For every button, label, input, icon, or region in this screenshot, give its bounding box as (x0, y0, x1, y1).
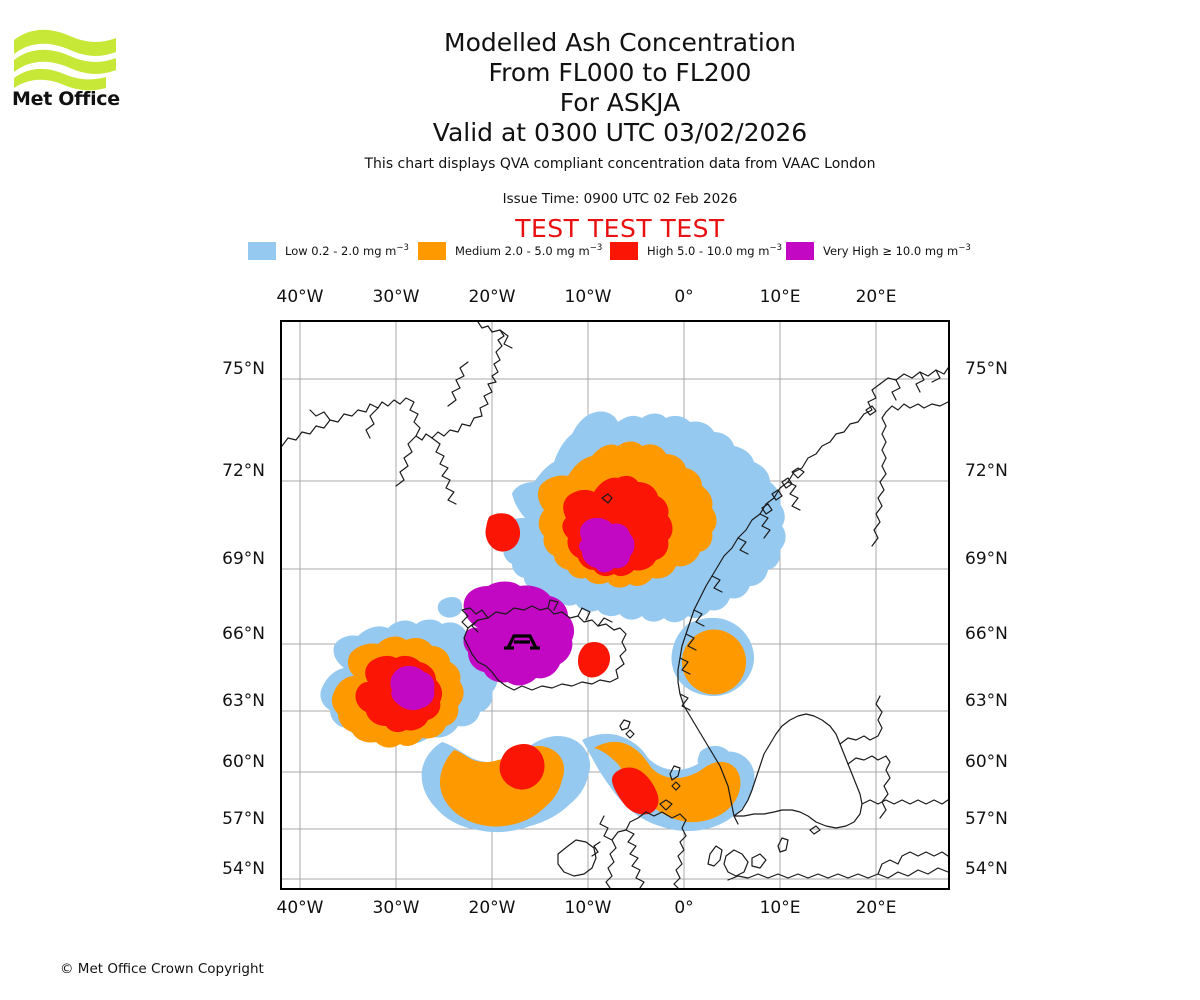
y-tick-label-left-63: 63°N (222, 691, 265, 711)
page-title: Modelled Ash Concentration (444, 28, 796, 57)
y-tick-label-left-72: 72°N (222, 461, 265, 481)
qva-disclaimer: This chart displays QVA compliant concen… (364, 156, 876, 172)
flight-level-line: From FL000 to FL200 (488, 58, 752, 87)
x-tick-label-top-4: 0° (674, 287, 694, 307)
y-tick-label-right-66: 66°N (965, 624, 1008, 644)
chart-title-block: Modelled Ash Concentration From FL000 to… (300, 28, 940, 148)
y-tick-label-right-63: 63°N (965, 691, 1008, 711)
legend-label-low: Low 0.2 - 2.0 mg m−3 (285, 243, 409, 258)
y-tick-label-right-54: 54°N (965, 859, 1008, 879)
x-tick-label-bottom-1: 30°W (372, 898, 420, 918)
met-office-logo (12, 22, 124, 114)
x-tick-label-top-5: 10°E (759, 287, 801, 307)
y-tick-label-left-57: 57°N (222, 809, 265, 829)
y-tick-label-left-75: 75°N (222, 359, 265, 379)
ash-concentration-map: 40°W 30°W 20°W 10°W 0° 10°E 20°E 40°W 30… (222, 287, 1008, 918)
issue-time: Issue Time: 0900 UTC 02 Feb 2026 (502, 191, 738, 207)
valid-time-line: Valid at 0300 UTC 03/02/2026 (432, 118, 808, 147)
concentration-legend: Low 0.2 - 2.0 mg m−3 Medium 2.0 - 5.0 mg… (248, 240, 998, 262)
legend-swatch-very-high (786, 241, 814, 260)
volcano-marker-askja (504, 634, 540, 650)
y-tick-label-left-66: 66°N (222, 624, 265, 644)
legend-item-very-high: Very High ≥ 10.0 mg m−3 (786, 240, 971, 262)
legend-item-low: Low 0.2 - 2.0 mg m−3 (248, 240, 409, 262)
legend-label-high: High 5.0 - 10.0 mg m−3 (647, 243, 782, 258)
x-tick-label-bottom-5: 10°E (759, 898, 801, 918)
x-tick-label-bottom-2: 20°W (468, 898, 516, 918)
legend-item-medium: Medium 2.0 - 5.0 mg m−3 (418, 240, 602, 262)
y-tick-label-right-69: 69°N (965, 549, 1008, 569)
coastlines (282, 322, 948, 888)
y-tick-label-right-72: 72°N (965, 461, 1008, 481)
y-tick-label-right-57: 57°N (965, 809, 1008, 829)
x-tick-label-bottom-4: 0° (674, 898, 694, 918)
legend-swatch-high (610, 241, 638, 260)
x-tick-label-top-0: 40°W (276, 287, 324, 307)
legend-swatch-medium (418, 241, 446, 260)
legend-item-high: High 5.0 - 10.0 mg m−3 (610, 240, 782, 262)
ash-contour-very-high (390, 517, 635, 711)
x-tick-label-top-2: 20°W (468, 287, 516, 307)
y-tick-label-left-60: 60°N (222, 752, 265, 772)
y-tick-label-left-69: 69°N (222, 549, 265, 569)
map-plot-area (280, 320, 950, 890)
test-banner: TEST TEST TEST (515, 214, 725, 243)
y-tick-label-right-60: 60°N (965, 752, 1008, 772)
x-tick-label-bottom-6: 20°E (855, 898, 897, 918)
x-tick-label-bottom-0: 40°W (276, 898, 324, 918)
volcano-name-line: For ASKJA (559, 88, 681, 117)
legend-label-medium: Medium 2.0 - 5.0 mg m−3 (455, 243, 603, 258)
x-tick-label-top-1: 30°W (372, 287, 420, 307)
legend-label-very-high: Very High ≥ 10.0 mg m−3 (823, 243, 971, 258)
x-tick-label-top-3: 10°W (564, 287, 612, 307)
x-tick-label-bottom-3: 10°W (564, 898, 612, 918)
copyright-notice: © Met Office Crown Copyright (60, 961, 264, 977)
x-tick-label-top-6: 20°E (855, 287, 897, 307)
met-office-wordmark: Met Office (12, 88, 120, 110)
legend-swatch-low (248, 241, 276, 260)
y-tick-label-left-54: 54°N (222, 859, 265, 879)
y-tick-label-right-75: 75°N (965, 359, 1008, 379)
